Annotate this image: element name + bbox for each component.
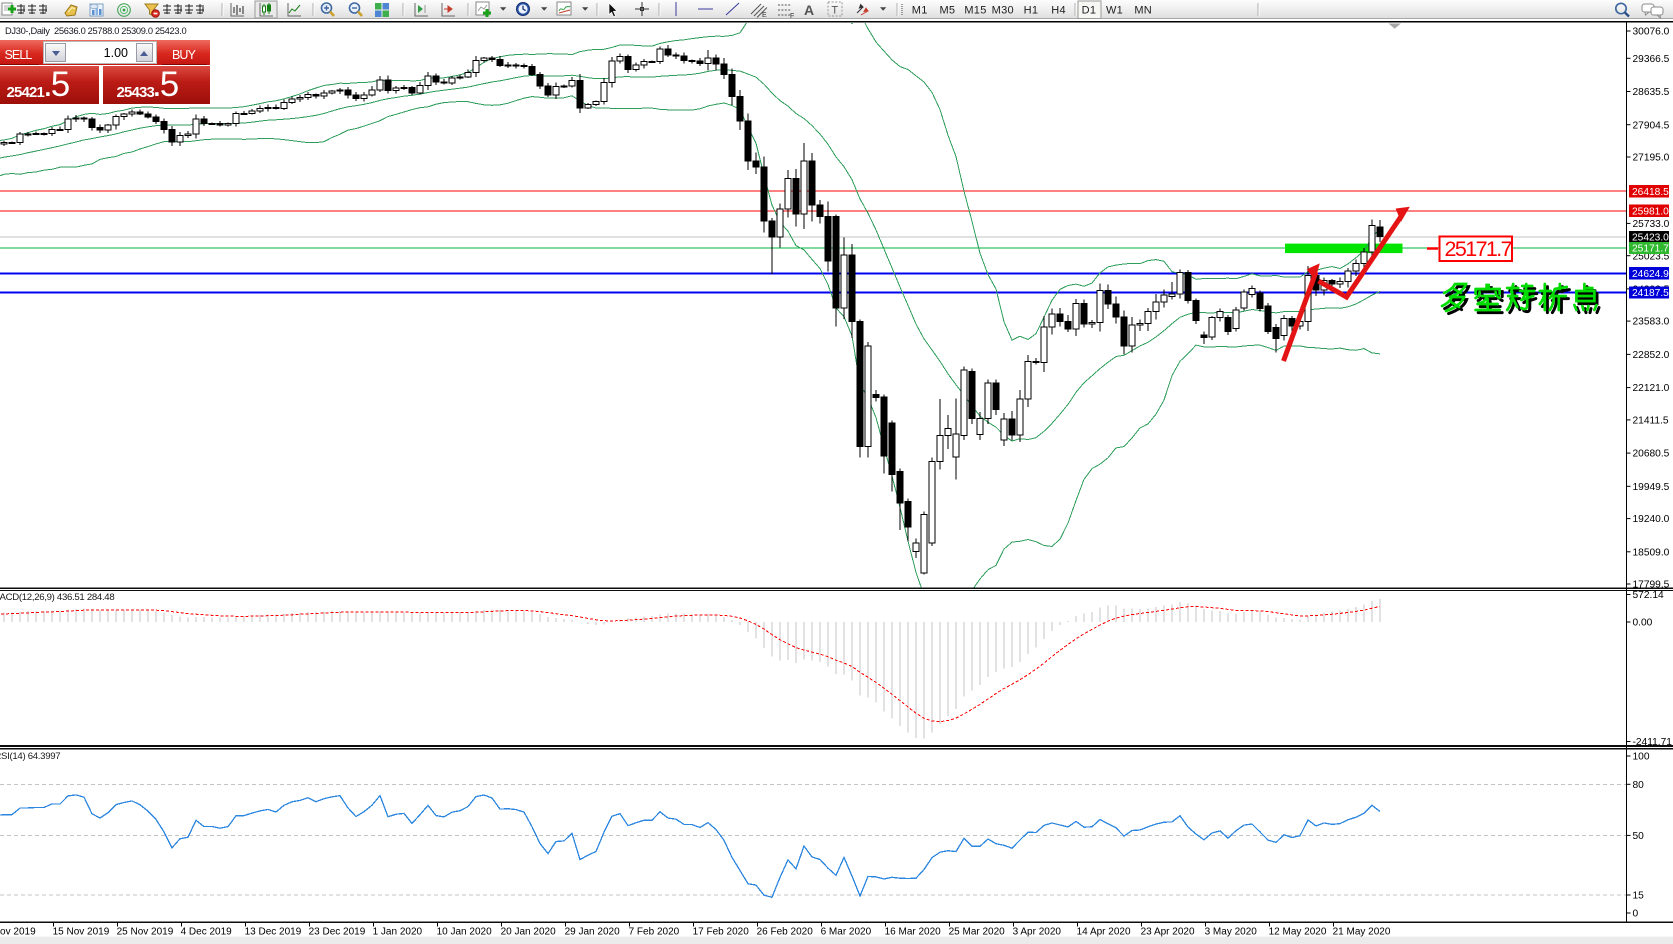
svg-text:22852.0: 22852.0 [1633, 350, 1670, 361]
svg-text:M5: M5 [939, 5, 955, 17]
svg-text:27195.0: 27195.0 [1633, 153, 1670, 164]
svg-text:W1: W1 [1106, 5, 1123, 17]
svg-text:25023.5: 25023.5 [1633, 251, 1670, 262]
svg-text:24187.5: 24187.5 [1632, 288, 1669, 299]
svg-text:22121.0: 22121.0 [1633, 383, 1670, 394]
svg-text:1 Jan 2020: 1 Jan 2020 [373, 927, 423, 938]
svg-text:RSI(14) 64.3997: RSI(14) 64.3997 [0, 751, 60, 762]
svg-text:15 Nov 2019: 15 Nov 2019 [53, 927, 110, 938]
svg-text:A: A [804, 2, 814, 18]
svg-text:3 May 2020: 3 May 2020 [1205, 927, 1258, 938]
svg-text:DJ30-,Daily 25636.0 25788.0 2: DJ30-,Daily 25636.0 25788.0 25309.0 2542… [5, 26, 186, 36]
svg-text:7 Feb 2020: 7 Feb 2020 [629, 927, 680, 938]
svg-text:15: 15 [1633, 891, 1645, 902]
svg-text:D1: D1 [1082, 5, 1097, 17]
svg-text:25423.0: 25423.0 [1632, 233, 1669, 244]
svg-text:20 Jan 2020: 20 Jan 2020 [501, 927, 556, 938]
svg-text:572.14: 572.14 [1633, 590, 1664, 601]
svg-text:3 Apr 2020: 3 Apr 2020 [1013, 927, 1062, 938]
svg-text:14 Apr 2020: 14 Apr 2020 [1077, 927, 1131, 938]
svg-text:20680.5: 20680.5 [1633, 449, 1670, 460]
svg-text:25171.7: 25171.7 [1445, 237, 1512, 261]
svg-text:17799.5: 17799.5 [1633, 580, 1670, 591]
svg-text:21 May 2020: 21 May 2020 [1333, 927, 1391, 938]
svg-text:25 Nov 2019: 25 Nov 2019 [117, 927, 174, 938]
svg-text:19240.0: 19240.0 [1633, 514, 1670, 525]
svg-text:50: 50 [1633, 831, 1645, 842]
svg-text:13 Dec 2019: 13 Dec 2019 [245, 927, 302, 938]
svg-text:21411.5: 21411.5 [1633, 416, 1669, 427]
svg-text:M15: M15 [964, 5, 986, 17]
svg-text:MN: MN [1134, 5, 1152, 17]
svg-text:29 Jan 2020: 29 Jan 2020 [565, 927, 620, 938]
svg-text:0.00: 0.00 [1633, 618, 1653, 629]
svg-text:23583.0: 23583.0 [1633, 317, 1670, 328]
svg-text:E: E [762, 12, 767, 19]
svg-text:26 Feb 2020: 26 Feb 2020 [757, 927, 814, 938]
svg-text:18509.0: 18509.0 [1633, 547, 1670, 558]
svg-text:12 May 2020: 12 May 2020 [1269, 927, 1327, 938]
svg-text:M30: M30 [992, 5, 1014, 17]
svg-text:4 Dec 2019: 4 Dec 2019 [181, 927, 233, 938]
svg-text:25171.7: 25171.7 [1632, 244, 1669, 255]
svg-text:23 Apr 2020: 23 Apr 2020 [1141, 927, 1195, 938]
svg-text:30076.0: 30076.0 [1633, 27, 1670, 38]
svg-text:25 Mar 2020: 25 Mar 2020 [949, 927, 1006, 938]
svg-text:M1: M1 [912, 5, 928, 17]
svg-text:29366.5: 29366.5 [1633, 54, 1670, 65]
svg-text:0: 0 [1633, 909, 1639, 920]
svg-text:-2411.71: -2411.71 [1633, 737, 1673, 748]
svg-text:23 Dec 2019: 23 Dec 2019 [309, 927, 366, 938]
svg-text:24624.9: 24624.9 [1632, 269, 1669, 280]
svg-text:6 Mar 2020: 6 Mar 2020 [821, 927, 872, 938]
svg-text:100: 100 [1633, 752, 1650, 763]
svg-text:T: T [831, 5, 838, 17]
svg-text:10 Jan 2020: 10 Jan 2020 [437, 927, 492, 938]
svg-text:MACD(12,26,9) 436.51 284.48: MACD(12,26,9) 436.51 284.48 [0, 592, 114, 603]
svg-text:28635.5: 28635.5 [1633, 87, 1670, 98]
svg-text:27904.5: 27904.5 [1633, 120, 1670, 131]
svg-text:19949.5: 19949.5 [1633, 482, 1670, 493]
svg-text:16 Mar 2020: 16 Mar 2020 [885, 927, 942, 938]
svg-text:17 Feb 2020: 17 Feb 2020 [693, 927, 750, 938]
svg-text:25981.0: 25981.0 [1632, 207, 1669, 218]
svg-text:H1: H1 [1024, 5, 1039, 17]
svg-text:5 Nov 2019: 5 Nov 2019 [0, 927, 36, 938]
svg-text:H4: H4 [1051, 5, 1066, 17]
svg-text:F: F [790, 13, 794, 20]
svg-text:26418.5: 26418.5 [1632, 187, 1669, 198]
svg-text:80: 80 [1633, 780, 1645, 791]
svg-text:25733.0: 25733.0 [1633, 219, 1670, 230]
